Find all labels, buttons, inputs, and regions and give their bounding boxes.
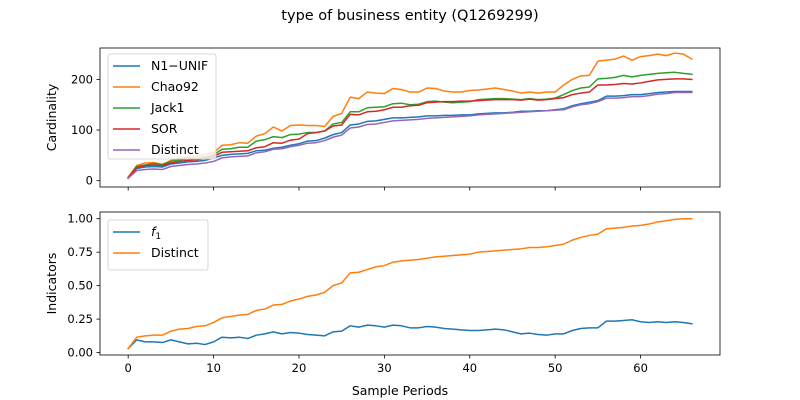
x-tick-label: 0 [125,361,132,375]
subplot-2: 0 10 20 30 40 50 60 0.00 0.25 0.50 0.75 1.00 Indicat… [44,211,721,398]
subplots: 0100200CardinalityN1−UNIFChao92Jack1SORD… [44,47,721,398]
legend-label-1: Chao92 [151,79,199,94]
subplot-1: 0 100 200 Cardinality N1−UNIF Chao92 Jack1 SOR D… [44,47,721,191]
legend-label-3: SOR [151,121,178,136]
y-tick-label: 0.00 [67,346,93,360]
series-line-0 [127,90,693,180]
y-tick-label: 100 [71,123,93,137]
series-line-0 [127,319,693,350]
y-tick-label: 0.25 [67,312,93,326]
legend-frame [107,53,217,160]
y-tick-label: 1.00 [67,212,93,226]
legend-label-0: f1 [151,224,161,242]
legend-label-0: N1−UNIF [151,58,208,73]
series-line-4 [127,91,693,180]
plot-frame [99,47,721,188]
series-lines [127,217,693,350]
x-tick-label: 20 [292,361,307,375]
chart-title: type of business entity (Q1269299) [281,8,538,24]
legend-label-2: Jack1 [150,100,184,115]
x-axis [127,187,641,191]
x-axis-label: Sample Periods [352,383,448,398]
x-tick-label: 60 [633,361,648,375]
legend-label-4: Distinct [151,142,199,157]
x-tick-label: 50 [548,361,563,375]
x-tick-label: 30 [377,361,392,375]
series-line-2 [127,71,693,180]
legend: N1−UNIF Chao92 Jack1 SOR Distinct [107,53,217,160]
y-axis-label: Cardinality [44,83,59,151]
series-lines [127,52,693,180]
y-axis: 0 100 200 [71,72,100,188]
series-line-1 [127,217,693,350]
legend-label-subscript: 1 [155,232,161,242]
x-axis: 0 10 20 30 40 50 60 [125,355,648,375]
y-tick-label: 0.75 [67,245,93,259]
y-axis: 0.00 0.25 0.50 0.75 1.00 [67,212,100,360]
y-tick-label: 200 [71,72,93,86]
legend-label-1: Distinct [151,245,199,260]
y-axis-label: Indicators [44,253,59,315]
legend-label-main: f [151,224,157,239]
y-tick-label: 0 [86,174,93,188]
series-line-1 [127,52,693,179]
x-tick-label: 40 [462,361,477,375]
legend: f1 Distinct [107,219,209,271]
x-tick-label: 10 [206,361,221,375]
plot-frame [99,211,721,356]
y-tick-label: 0.50 [67,279,93,293]
series-line-3 [127,78,693,179]
